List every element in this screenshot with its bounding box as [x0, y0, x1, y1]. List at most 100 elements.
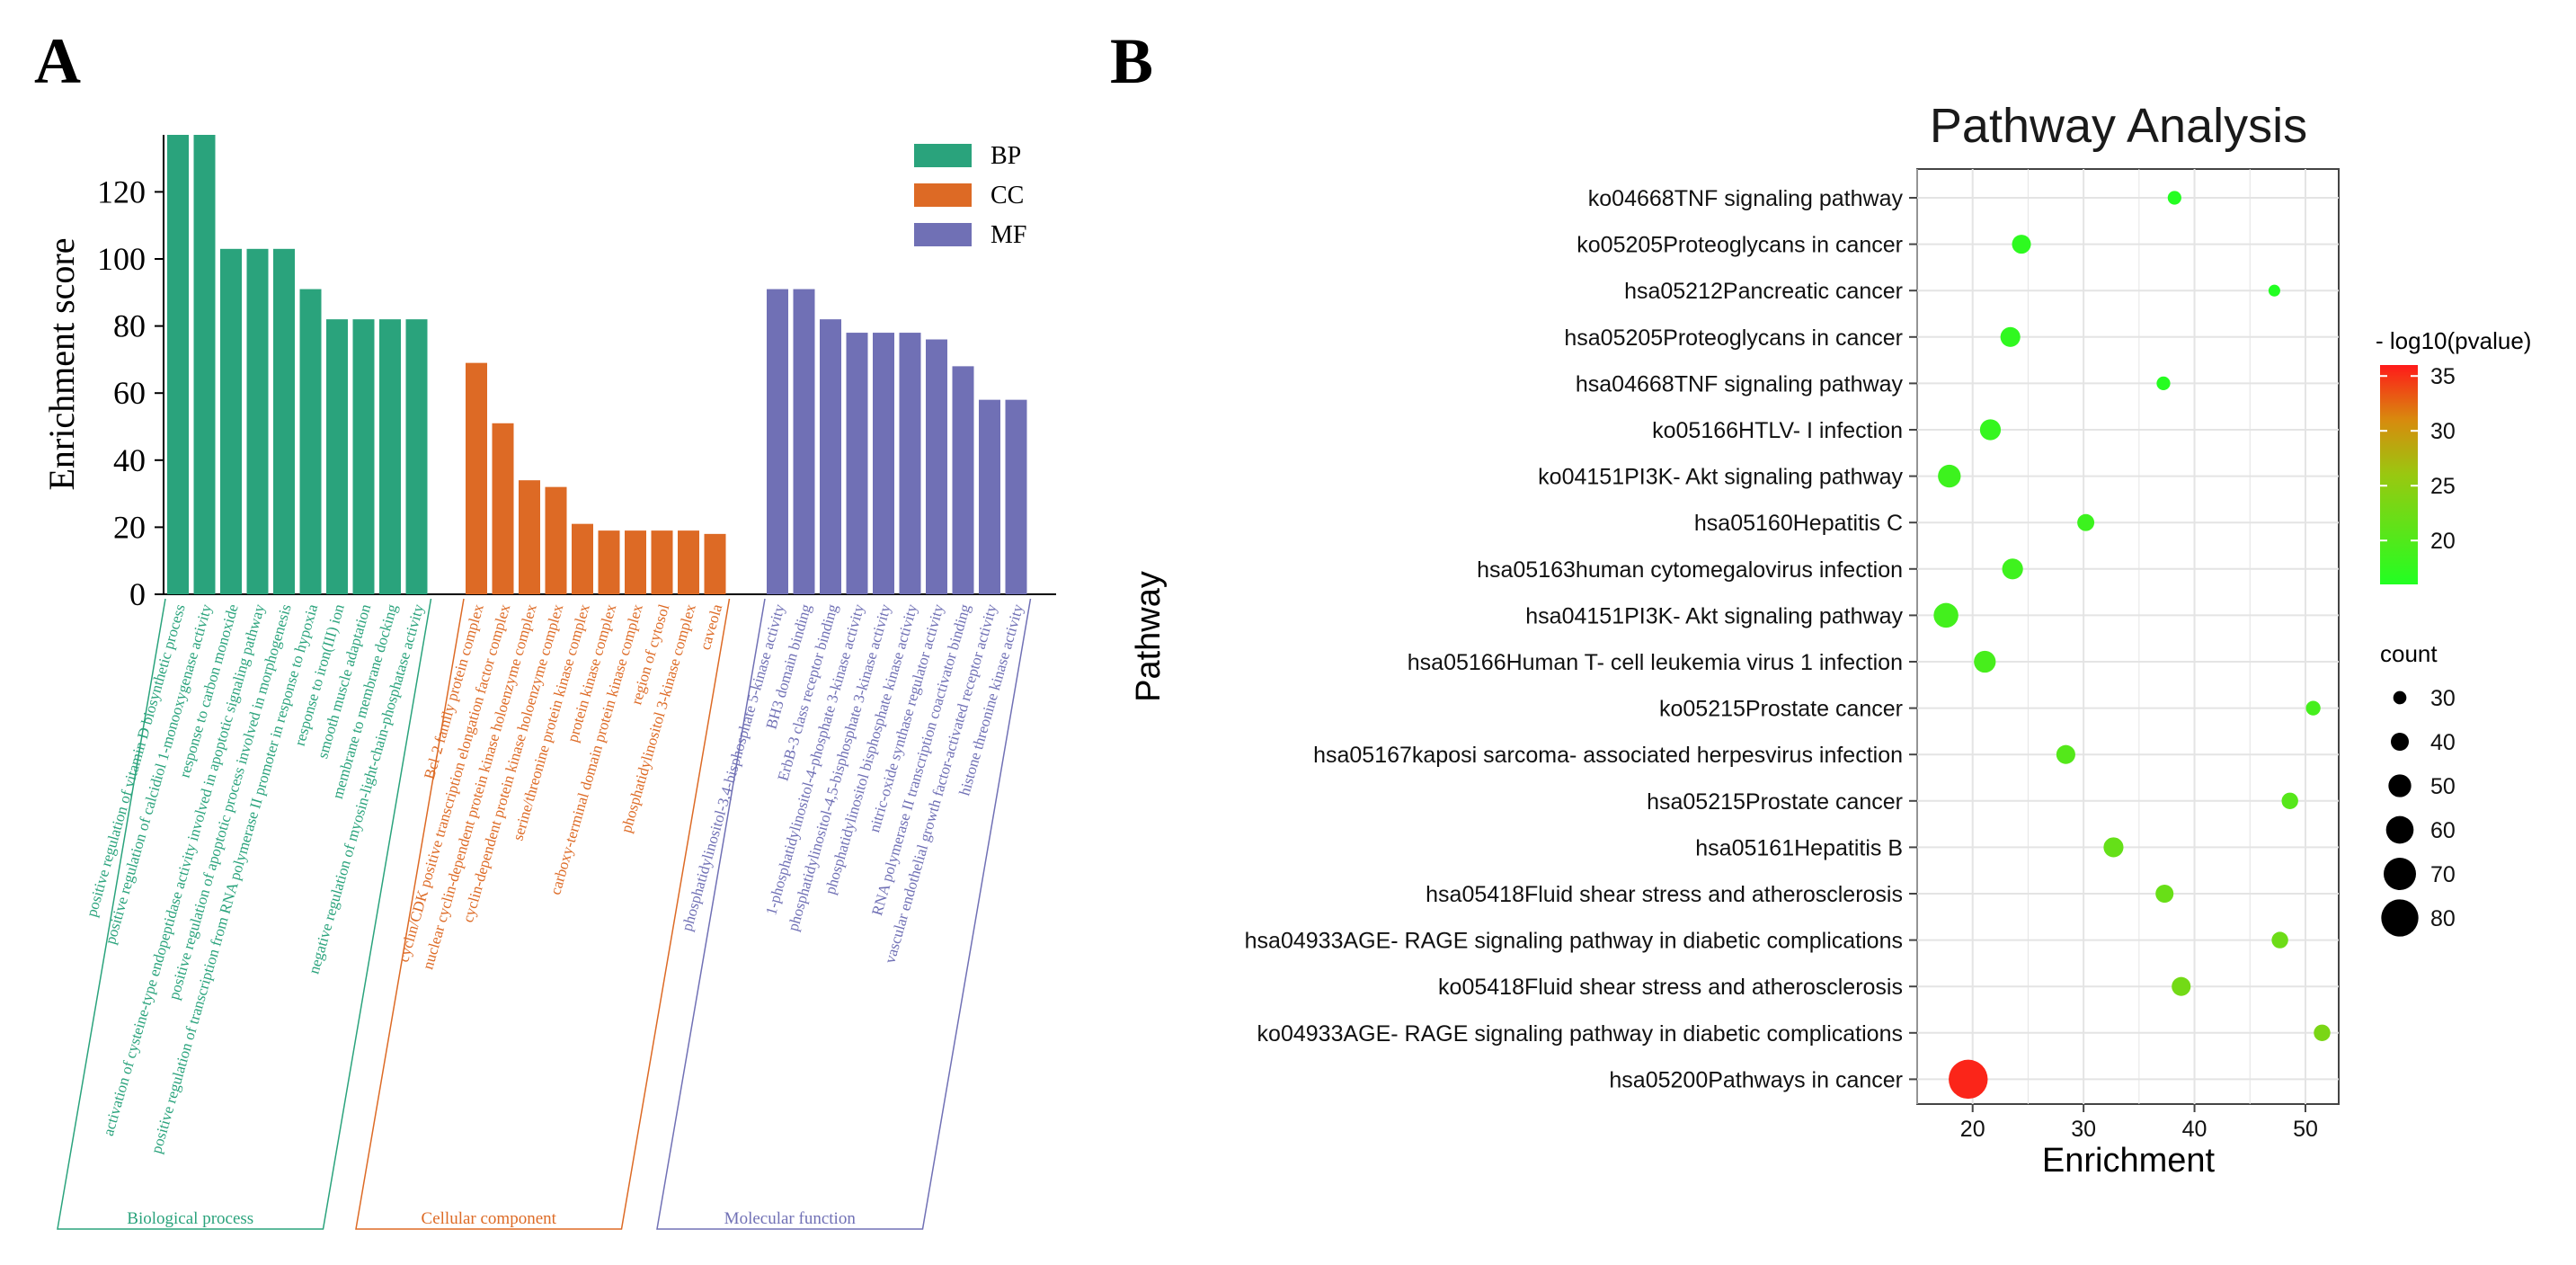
- panel-b-points: [1933, 191, 2331, 1100]
- pathway-point: [2002, 558, 2023, 580]
- bar: [299, 289, 322, 594]
- bar: [246, 248, 269, 594]
- pathway-point: [1979, 419, 2002, 441]
- group-name-label: Molecular function: [724, 1209, 857, 1228]
- x-tick-label: 20: [1960, 1117, 1985, 1142]
- pathway-point: [2281, 792, 2298, 809]
- y-tick-label: 60: [113, 375, 146, 411]
- bar: [767, 289, 788, 594]
- bar: [979, 399, 1000, 594]
- size-legend-label: 80: [2430, 906, 2456, 931]
- panel-a-y-ticks: 0 20 40 60 80 100 120: [97, 174, 164, 612]
- pathway-point: [2155, 885, 2174, 903]
- bar: [492, 423, 514, 594]
- pathway-label: hsa04933AGE- RAGE signaling pathway in d…: [1245, 929, 1903, 954]
- pathway-label: ko05418Fluid shear stress and atheroscle…: [1438, 975, 1903, 1000]
- bar: [405, 319, 428, 594]
- pathway-point: [1949, 1059, 1988, 1100]
- color-legend-gradient: [2380, 365, 2418, 584]
- bar: [352, 319, 375, 594]
- size-legend-label: 70: [2430, 862, 2456, 887]
- size-legend: count 30 40 50 60 70 80: [2380, 640, 2456, 937]
- x-tick-label: 30: [2071, 1117, 2096, 1142]
- bar: [519, 480, 540, 594]
- x-axis-label: Enrichment: [2042, 1142, 2216, 1180]
- bar: [545, 486, 567, 594]
- pathway-label: ko04668TNF signaling pathway: [1588, 186, 1904, 211]
- pathway-point: [2156, 376, 2171, 390]
- bar: [952, 366, 974, 594]
- group-bracket: [656, 598, 1032, 1230]
- pathway-point: [2305, 700, 2321, 716]
- pathway-label: hsa05163human cytomegalovirus infection: [1477, 557, 1903, 583]
- bar: [273, 248, 295, 594]
- y-tick-label: 40: [113, 442, 146, 478]
- pathway-label: ko05205Proteoglycans in cancer: [1577, 233, 1903, 258]
- pathway-point: [1938, 464, 1961, 488]
- chart-title: Pathway Analysis: [1930, 99, 2307, 153]
- size-legend-dot: [2388, 774, 2412, 797]
- panel-b-grid: [1916, 169, 2339, 1104]
- category-label: nuclear cyclin-dependent protein kinase …: [419, 601, 540, 971]
- panel-b-dot-plot: Pathway Analysis ko04668TNF signaling pa…: [1130, 99, 2531, 1180]
- pathway-label: hsa05200Pathways in cancer: [1609, 1067, 1903, 1092]
- pathway-label: hsa05212Pancreatic cancer: [1624, 279, 1903, 304]
- pathway-point: [2012, 235, 2031, 254]
- bar: [326, 319, 348, 594]
- bar: [926, 339, 947, 594]
- bar: [625, 530, 646, 594]
- bar: [899, 333, 921, 594]
- bar: [704, 533, 726, 594]
- pathway-point: [2271, 931, 2288, 949]
- panel-a-label: A: [34, 25, 81, 97]
- pathway-label: hsa04151PI3K- Akt signaling pathway: [1525, 603, 1903, 628]
- size-legend-title: count: [2380, 640, 2438, 667]
- pathway-point: [2077, 513, 2095, 531]
- pathway-label: hsa05160Hepatitis C: [1694, 511, 1903, 536]
- pathway-label: hsa05215Prostate cancer: [1647, 789, 1903, 815]
- panel-a-category-labels: positive regulation of vitamin D biosynt…: [83, 601, 1026, 1155]
- size-legend-items: 30 40 50 60 70 80: [2381, 686, 2456, 937]
- bar: [1005, 399, 1027, 594]
- bar: [193, 135, 216, 594]
- pathway-label: hsa05166Human T- cell leukemia virus 1 i…: [1408, 650, 1903, 675]
- pathway-label: hsa05167kaposi sarcoma- associated herpe…: [1313, 743, 1903, 768]
- x-tick-label: 40: [2182, 1117, 2207, 1142]
- legend-label: BP: [990, 142, 1021, 170]
- pathway-point: [2268, 284, 2280, 297]
- panel-b-label: B: [1110, 25, 1153, 97]
- pathway-label: ko05215Prostate cancer: [1659, 697, 1903, 722]
- panel-b-x-ticks: 20 30 40 50: [1960, 1104, 2318, 1142]
- bar: [846, 333, 868, 594]
- panel-a-bars: [167, 135, 1027, 594]
- bar: [167, 135, 189, 594]
- pathway-point: [1933, 602, 1959, 628]
- color-tick-label: 25: [2430, 474, 2456, 499]
- color-legend-ticks: 20 25 30 35: [2380, 364, 2456, 554]
- bar: [598, 530, 620, 594]
- size-legend-label: 40: [2430, 730, 2456, 755]
- bar: [873, 333, 894, 594]
- legend-swatch: [914, 144, 972, 167]
- pathway-label: hsa04668TNF signaling pathway: [1576, 371, 1904, 396]
- y-tick-label: 0: [129, 576, 146, 612]
- bar: [379, 319, 401, 594]
- pathway-point: [2000, 326, 2021, 347]
- legend-label: CC: [990, 182, 1024, 209]
- bar: [678, 530, 699, 594]
- pathway-point: [1974, 650, 1996, 673]
- group-bracket: [57, 598, 432, 1230]
- pathway-point: [2103, 837, 2124, 858]
- size-legend-label: 60: [2430, 818, 2456, 843]
- panel-b-pathway-labels: ko04668TNF signaling pathway ko05205Prote…: [1245, 186, 1917, 1092]
- size-legend-label: 50: [2430, 774, 2456, 799]
- color-tick-label: 20: [2430, 529, 2456, 554]
- bar: [466, 362, 487, 594]
- y-axis-label: Enrichment score: [41, 238, 82, 491]
- size-legend-dot: [2393, 690, 2407, 705]
- panel-a-group-brackets: Biological process Cellular component Mole…: [57, 598, 1032, 1230]
- color-tick-label: 35: [2430, 364, 2456, 389]
- pathway-label: hsa05418Fluid shear stress and atheroscl…: [1426, 882, 1903, 907]
- bar: [651, 530, 673, 594]
